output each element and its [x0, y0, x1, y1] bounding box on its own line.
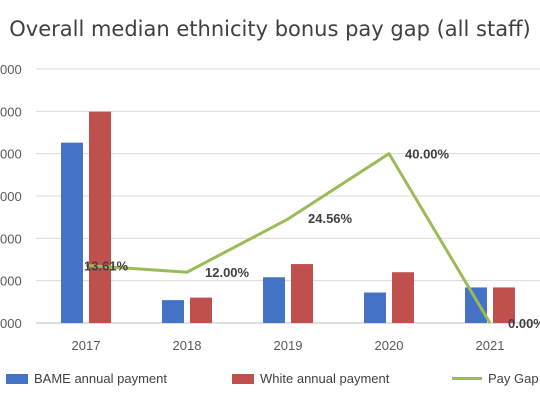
legend-swatch-white [232, 373, 254, 384]
bar-bame [162, 300, 184, 323]
x-tick-label: 2018 [173, 338, 202, 353]
bar-white [89, 111, 111, 323]
x-tick-label: 2020 [375, 338, 404, 353]
legend-swatch-pay-gap [452, 377, 482, 380]
y-tick-label: 000 [0, 274, 22, 289]
x-tick-label: 2017 [72, 338, 101, 353]
legend-item-white: White annual payment [232, 371, 389, 386]
chart-title: Overall median ethnicity bonus pay gap (… [9, 17, 531, 41]
pay-gap-data-label: 40.00% [405, 147, 450, 162]
y-tick-label: 000 [0, 147, 22, 162]
y-tick-label: 000 [0, 189, 22, 204]
bar-bame [465, 287, 487, 323]
y-tick-label: 000 [0, 316, 22, 331]
pay-gap-data-label: 12.00% [205, 265, 250, 280]
legend-label-bame: BAME annual payment [34, 371, 167, 386]
chart-legend: BAME annual payment White annual payment… [0, 371, 540, 391]
legend-label-white: White annual payment [260, 371, 390, 386]
legend-label-pay-gap: Pay Gap [488, 371, 539, 386]
y-tick-label: 000 [0, 62, 22, 77]
bar-white [493, 287, 515, 323]
bar-white [392, 272, 414, 323]
x-tick-label: 2021 [476, 338, 505, 353]
pay-gap-data-label: 24.56% [308, 211, 353, 226]
legend-item-pay-gap: Pay Gap [452, 371, 539, 386]
y-tick-label: 000 [0, 104, 22, 119]
bar-white [190, 297, 212, 323]
pay-gap-data-label: 0.00% [508, 316, 540, 331]
x-tick-label: 2019 [274, 338, 303, 353]
legend-swatch-bame [6, 373, 28, 384]
bar-bame [364, 292, 386, 323]
bar-bame [61, 142, 83, 323]
pay-gap-data-label: 13.61% [84, 258, 129, 273]
pay-gap-line [85, 152, 492, 324]
bar-bame [263, 277, 285, 323]
legend-item-bame: BAME annual payment [6, 371, 167, 386]
bar-white [291, 264, 313, 323]
y-tick-label: 000 [0, 231, 22, 246]
